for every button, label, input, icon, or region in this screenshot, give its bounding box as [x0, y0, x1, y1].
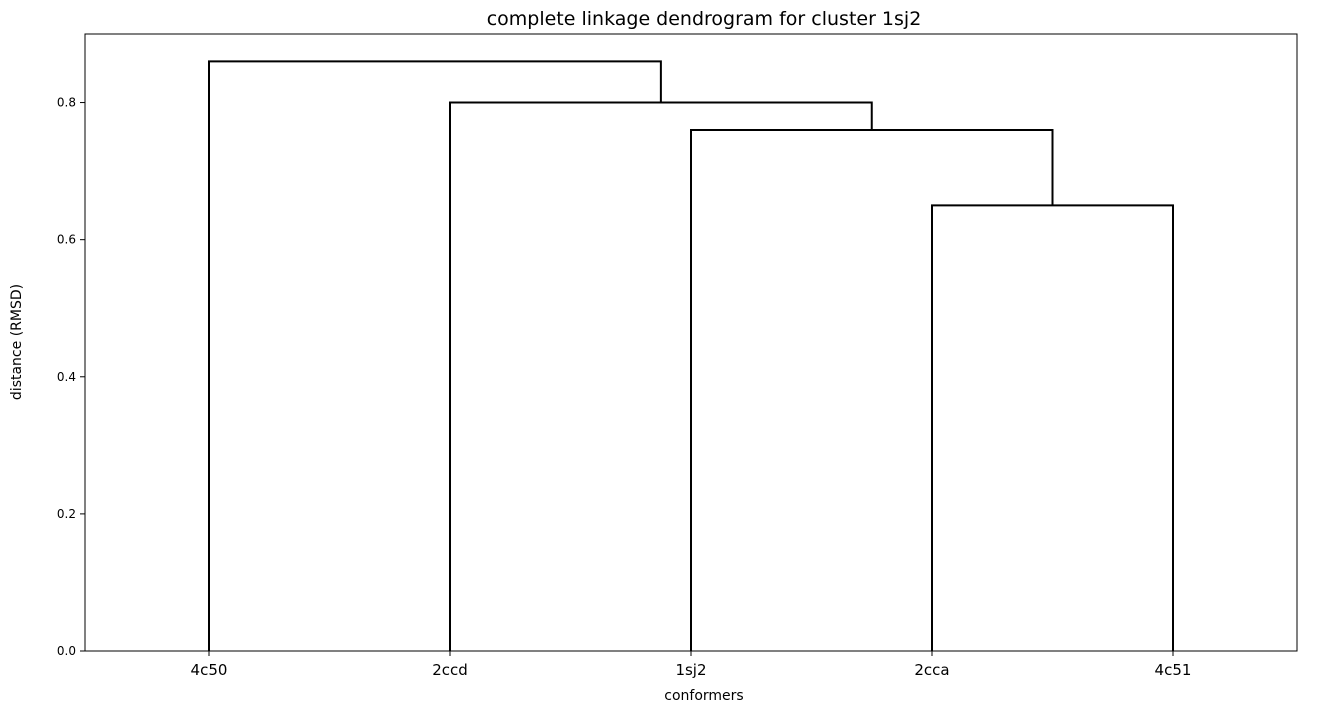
leaf-label-2ccd: 2ccd — [432, 661, 468, 679]
merge-link-0.76 — [690, 128, 1054, 651]
chart-title: complete linkage dendrogram for cluster … — [487, 8, 922, 30]
leaf-label-4c51: 4c51 — [1155, 661, 1192, 679]
x-axis-label: conformers — [664, 688, 743, 704]
leaf-label-2cca: 2cca — [914, 661, 949, 679]
y-tick-label: 0.6 — [57, 233, 76, 247]
y-tick-label: 0.8 — [57, 96, 76, 110]
merge-link-0.86 — [208, 60, 662, 651]
merge-link-0.65 — [931, 204, 1174, 651]
y-axis-ticks: 0.0 0.2 0.4 0.6 0.8 — [57, 96, 85, 658]
dendrogram-links — [208, 60, 1174, 651]
leaf-label-4c50: 4c50 — [191, 661, 228, 679]
x-axis-ticks: 4c50 2ccd 1sj2 2cca 4c51 — [191, 651, 1192, 679]
y-tick-label: 0.4 — [57, 370, 76, 384]
y-tick-label: 0.0 — [57, 644, 76, 658]
leaf-label-1sj2: 1sj2 — [675, 661, 706, 679]
merge-link-0.8 — [449, 101, 873, 651]
y-axis-label: distance (RMSD) — [9, 284, 25, 400]
y-tick-label: 0.2 — [57, 507, 76, 521]
